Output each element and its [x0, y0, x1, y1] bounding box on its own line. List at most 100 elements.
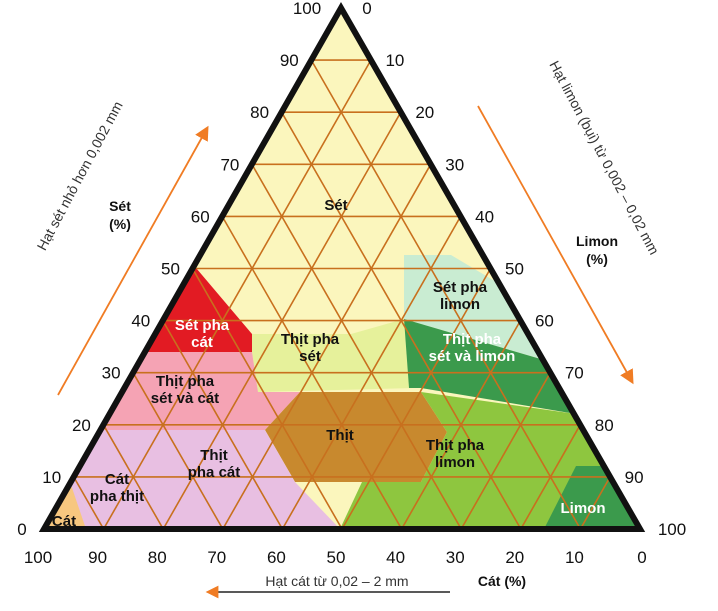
zone-label-thit-pha-set-va-limon: Thịt pha sét và limon	[429, 331, 516, 365]
silt-tick-label: 100	[658, 520, 686, 539]
axis-ticks: 1009080706050403020100010203040506070809…	[17, 0, 686, 567]
zone-label-line: pha thịt	[90, 488, 144, 505]
zone-label-line: sét và limon	[429, 348, 516, 365]
zone-label-cat: Cát	[52, 513, 76, 530]
clay-tick-label: 70	[220, 155, 239, 174]
sand-axis-note: Hạt cát từ 0,02 – 2 mm	[265, 573, 408, 589]
zone-label-line: Cát	[52, 513, 76, 530]
zone-label-cat-pha-thit: Cát pha thịt	[90, 471, 144, 505]
silt-axis-note: Hạt limon (bụi) từ 0,002 – 0,02 mm	[546, 58, 662, 257]
zone-label-set-pha-limon: Sét pha limon	[433, 279, 488, 313]
zone-label-line: Thịt	[326, 427, 354, 444]
zone-label-thit-pha-limon: Thịt pha limon	[426, 437, 485, 471]
silt-tick-label: 60	[535, 312, 554, 331]
zone-thit-pha-cat	[70, 430, 340, 529]
grid-line-silt	[520, 424, 581, 529]
grid-line-silt	[341, 268, 492, 529]
silt-tick-label: 30	[445, 155, 464, 174]
sand-tick-label: 10	[565, 548, 584, 567]
sand-tick-label: 40	[386, 548, 405, 567]
sand-tick-label: 0	[637, 548, 646, 567]
clay-axis-arrow	[57, 125, 209, 396]
zone-set-pha-cat	[135, 262, 252, 352]
zone-label-set: Sét	[324, 197, 347, 214]
grid-line-sand	[251, 163, 462, 529]
grid-line-silt	[400, 320, 522, 529]
silt-axis-arrow	[477, 105, 634, 385]
triangle-grid	[73, 59, 611, 529]
sand-tick-label: 70	[207, 548, 226, 567]
sand-tick-label: 90	[88, 548, 107, 567]
silt-tick-label: 70	[565, 364, 584, 383]
clay-axis-title-line: Sét	[109, 198, 131, 214]
zone-label-line: limon	[435, 454, 475, 471]
grid-line-sand	[102, 424, 164, 529]
clay-tick-label: 10	[42, 468, 61, 487]
clay-tick-label: 80	[250, 103, 269, 122]
sand-tick-label: 60	[267, 548, 286, 567]
silt-axis-title-line: (%)	[586, 251, 608, 267]
sand-tick-label: 100	[24, 548, 52, 567]
silt-tick-label: 80	[595, 416, 614, 435]
zone-label-set-pha-cat: Sét pha cát	[175, 317, 230, 351]
clay-tick-label: 60	[191, 207, 210, 226]
grid-line-sand	[132, 372, 224, 529]
triangle-outline	[38, 1, 646, 532]
zone-label-line: Cát	[105, 471, 129, 488]
zone-thit-pha-set-va-limon	[404, 319, 576, 414]
clay-tick-label: 40	[131, 312, 150, 331]
sand-tick-label: 50	[327, 548, 346, 567]
zone-label-line: Sét	[324, 197, 347, 214]
zone-label-line: Sét pha	[175, 317, 230, 334]
zone-label-line: Thịt pha	[156, 373, 215, 390]
grid-line-silt	[460, 372, 551, 529]
grid-line-sand	[73, 476, 105, 529]
sand-axis-title: Cát (%)	[478, 573, 526, 589]
grid-line-silt	[579, 476, 611, 529]
zone-label-line: Sét pha	[433, 279, 488, 296]
zone-label-line: cát	[191, 334, 213, 351]
zone-label-line: limon	[440, 296, 480, 313]
clay-tick-label: 90	[280, 51, 299, 70]
zone-label-line: Thịt	[200, 447, 228, 464]
zone-label-line: pha cát	[188, 464, 241, 481]
silt-tick-label: 10	[385, 51, 404, 70]
clay-axis-title: Sét (%)	[109, 198, 131, 232]
sand-tick-label: 20	[505, 548, 524, 567]
silt-axis-title: Limon (%)	[576, 233, 618, 267]
zone-thit	[265, 392, 447, 482]
zone-label-line: Thịt pha	[443, 331, 502, 348]
clay-tick-label: 50	[161, 260, 180, 279]
silt-tick-label: 20	[415, 103, 434, 122]
clay-axis-title-line: (%)	[109, 216, 131, 232]
clay-tick-label: 100	[293, 0, 321, 18]
silt-tick-label: 50	[505, 260, 524, 279]
zone-label-line: sét và cát	[151, 390, 219, 407]
zone-cat-pha-thit	[70, 482, 100, 529]
zone-thit-pha-set	[252, 319, 414, 392]
sand-tick-label: 30	[446, 548, 465, 567]
zone-cat	[44, 482, 86, 529]
zone-label-line: Limon	[561, 500, 606, 517]
zone-label-limon: Limon	[561, 500, 606, 517]
zone-label-line: Thịt pha	[426, 437, 485, 454]
silt-axis-title-line: Limon	[576, 233, 618, 249]
zone-label-line: Thịt pha	[281, 331, 340, 348]
clay-tick-label: 30	[102, 364, 121, 383]
zone-label-line: sét	[299, 348, 321, 365]
silt-tick-label: 40	[475, 207, 494, 226]
silt-tick-label: 90	[625, 468, 644, 487]
zone-label-thit: Thịt	[326, 427, 354, 444]
zone-label-thit-pha-cat: Thịt pha cát	[188, 447, 241, 481]
silt-tick-label: 0	[362, 0, 371, 18]
grid-line-sand	[162, 320, 284, 529]
zone-label-thit-pha-set-va-cat: Thịt pha sét và cát	[151, 373, 219, 407]
sand-tick-label: 80	[148, 548, 167, 567]
clay-tick-label: 20	[72, 416, 91, 435]
grid-line-silt	[222, 163, 432, 529]
grid-line-sand	[310, 59, 582, 529]
clay-tick-label: 0	[17, 520, 26, 539]
